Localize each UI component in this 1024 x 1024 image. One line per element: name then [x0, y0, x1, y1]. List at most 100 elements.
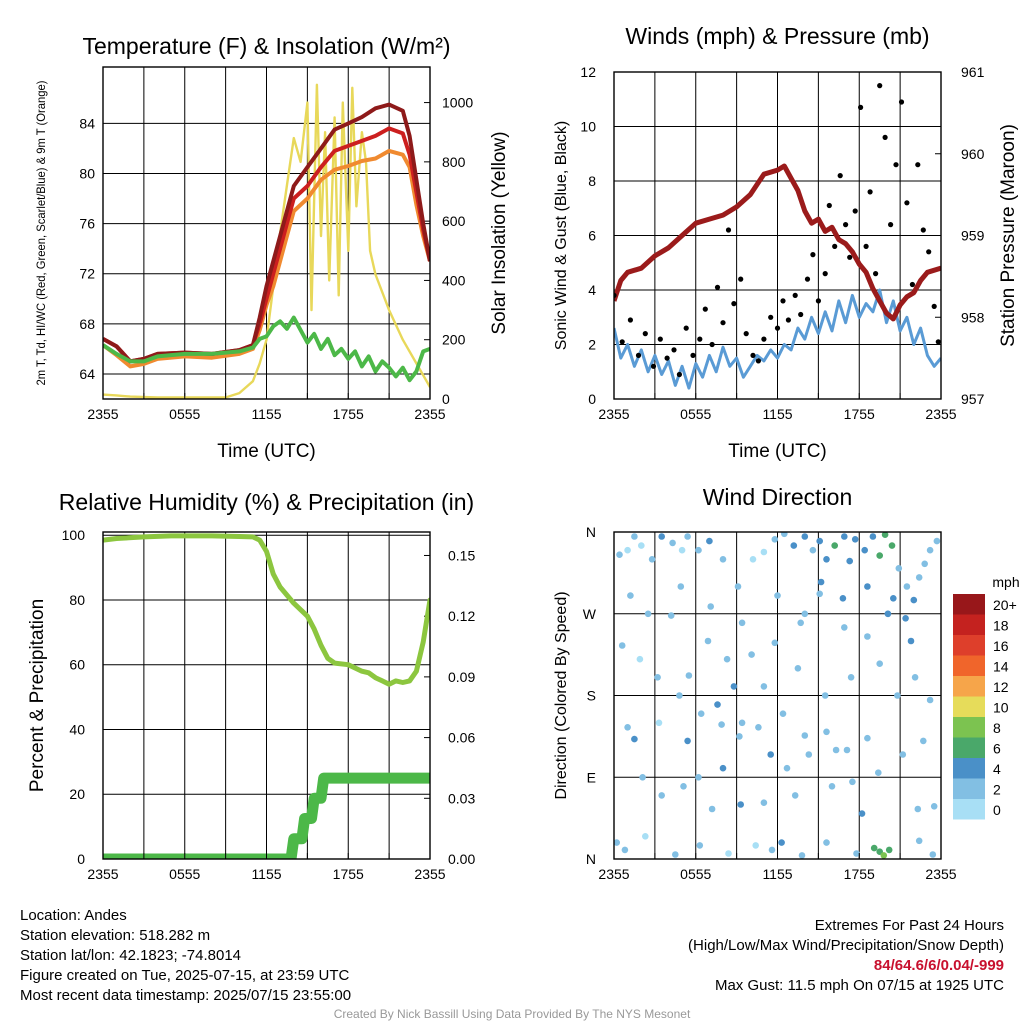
y-axis-label: Percent & Precipitation [27, 599, 48, 792]
direction-point [636, 655, 644, 663]
gust-point [867, 189, 873, 195]
direction-point [655, 719, 663, 727]
gust-point [873, 271, 879, 277]
gust-point [909, 281, 916, 288]
gust-point [847, 254, 853, 260]
x-tick-label: 0555 [169, 866, 200, 882]
figure-created: Figure created on Tue, 2025-07-15, at 23… [20, 967, 350, 984]
direction-point [933, 537, 941, 545]
gust-point [832, 243, 838, 249]
gust-point [755, 358, 762, 364]
gust-point [709, 341, 715, 348]
x-tick-label: 1755 [844, 866, 875, 882]
direction-point [774, 592, 781, 599]
y-tick-label: 72 [79, 266, 95, 282]
legend-swatch [953, 594, 985, 615]
x-tick-label: 0555 [169, 406, 200, 422]
direction-point [658, 792, 665, 799]
direction-point [771, 639, 779, 647]
direction-point [706, 537, 713, 545]
y-tick-label: 60 [69, 657, 85, 673]
station-location: Location: Andes [20, 907, 127, 924]
y-tick-label: 100 [62, 527, 86, 543]
direction-point [684, 533, 691, 540]
chart-title: Wind Direction [703, 484, 853, 510]
direction-point [697, 710, 705, 717]
gust-point [725, 227, 732, 233]
station-latlon: Station lat/lon: 42.1823; -74.8014 [20, 947, 242, 964]
direction-point [888, 542, 896, 549]
gust-point [877, 83, 883, 89]
direction-point [760, 799, 768, 806]
extremes-values: 84/64.6/6/0.04/-999 [873, 957, 1004, 974]
y-tick-label: S [587, 688, 596, 704]
gust-point [702, 306, 708, 312]
series-line-1 [103, 772, 430, 859]
direction-point [929, 851, 937, 858]
chart-title: Temperature (F) & Insolation (W/m²) [82, 33, 450, 59]
y-right-tick-label: 0.00 [448, 851, 475, 867]
direction-point [864, 583, 871, 590]
legend-swatch [953, 758, 985, 779]
direction-point [798, 852, 806, 859]
direction-point [899, 751, 907, 758]
direction-point [760, 683, 768, 690]
direction-point [676, 692, 683, 699]
y-tick-label: W [583, 606, 597, 622]
x-tick-label: 2355 [925, 406, 956, 422]
y-tick-label: 80 [69, 592, 85, 608]
direction-point [843, 746, 851, 754]
direction-point [801, 533, 809, 540]
extremes-heading: Extremes For Past 24 Hours [814, 917, 1004, 934]
y-tick-label: 8 [588, 173, 596, 189]
legend-label: 2 [993, 782, 1001, 798]
x-tick-label: 1755 [333, 866, 364, 882]
direction-point [841, 624, 848, 631]
direction-point [846, 557, 853, 565]
direction-point [920, 737, 927, 745]
y-right-tick-label: 0 [442, 391, 450, 407]
y-right-tick-label: 800 [442, 154, 466, 170]
legend-swatch [953, 737, 985, 758]
x-axis-label: Time (UTC) [217, 441, 316, 462]
direction-point [832, 746, 840, 754]
legend-swatch [953, 799, 985, 820]
y-right-tick-label: 0.09 [448, 669, 475, 685]
y-right-tick-label: 200 [442, 332, 466, 348]
y-right-tick-label: 959 [961, 228, 985, 244]
gust-point [768, 314, 774, 320]
y-right-tick-label: 400 [442, 272, 466, 288]
direction-point [816, 590, 823, 598]
y-tick-label: N [586, 851, 596, 867]
speed-legend: mph 20+ 18 16 14 12 10 8 6 4 2 0 [953, 574, 1020, 820]
legend-label: 6 [993, 741, 1001, 757]
x-tick-label: 2355 [598, 866, 629, 882]
direction-point [723, 655, 731, 663]
direction-point [841, 533, 848, 540]
direction-point [914, 805, 922, 813]
direction-point [876, 552, 883, 559]
series-group [103, 83, 430, 399]
direction-point [767, 751, 774, 758]
direction-point [885, 846, 893, 854]
legend-label: 0 [993, 802, 1001, 818]
gust-point [738, 276, 744, 282]
legend-swatch [953, 635, 985, 656]
direction-point [752, 842, 759, 849]
direction-point [749, 556, 757, 563]
direction-point [748, 651, 755, 658]
direction-point [755, 724, 762, 731]
direction-point [734, 583, 742, 590]
direction-point [870, 844, 878, 852]
direction-point [631, 533, 638, 540]
direction-point [672, 851, 679, 858]
gust-point [915, 162, 921, 168]
y-axis-label-right: Station Pressure (Maroon) [998, 124, 1019, 347]
direction-point [695, 546, 702, 554]
direction-point [760, 548, 768, 556]
gust-point [863, 243, 869, 249]
direction-point [884, 610, 892, 618]
gust-point [931, 303, 937, 309]
direction-point [881, 532, 889, 538]
